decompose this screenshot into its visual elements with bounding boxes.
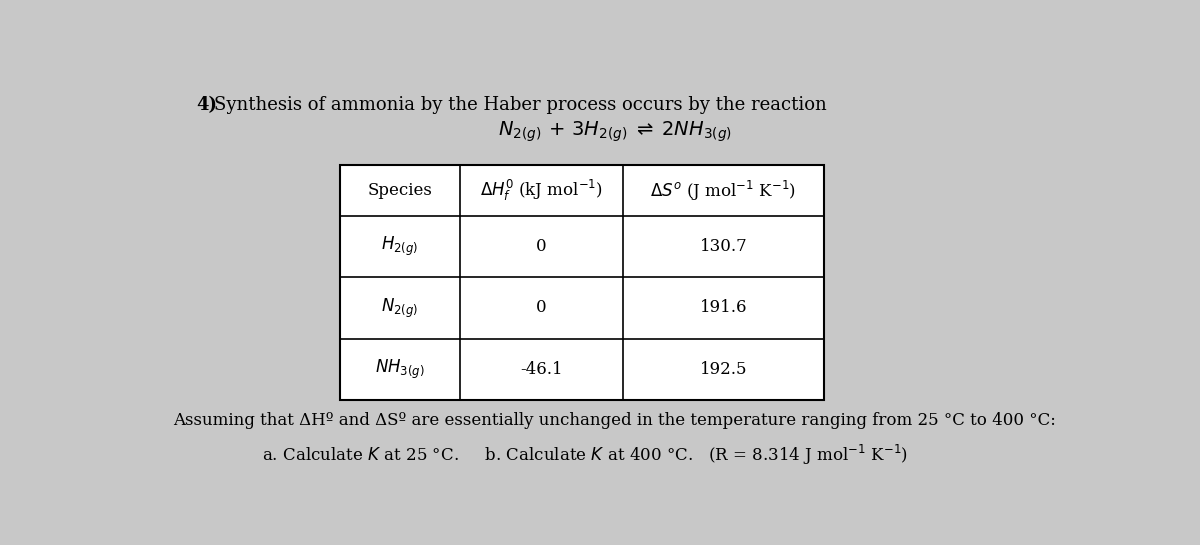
Text: $N_{2(g)}$$\,+\,3H_{2(g)}\;\rightleftharpoons\;2NH_{3(g)}$: $N_{2(g)}$$\,+\,3H_{2(g)}\;\rightlefthar… — [498, 119, 732, 144]
Text: $NH_{3(g)}$: $NH_{3(g)}$ — [376, 358, 425, 381]
Text: Synthesis of ammonia by the Haber process occurs by the reaction: Synthesis of ammonia by the Haber proces… — [214, 96, 827, 114]
Text: 191.6: 191.6 — [700, 299, 748, 317]
Text: $\Delta H^0_f$ (kJ mol$^{-1}$): $\Delta H^0_f$ (kJ mol$^{-1}$) — [480, 178, 602, 203]
Text: Species: Species — [367, 182, 432, 199]
Text: $N_{2(g)}$: $N_{2(g)}$ — [382, 296, 419, 319]
Text: a. Calculate $K$ at 25 °C.     b. Calculate $K$ at 400 °C.   (R = 8.314 J mol$^{: a. Calculate $K$ at 25 °C. b. Calculate … — [263, 443, 908, 467]
Text: Assuming that ΔHº and ΔSº are essentially unchanged in the temperature ranging f: Assuming that ΔHº and ΔSº are essentiall… — [173, 412, 1056, 429]
Text: $\Delta S^o$ (J mol$^{-1}$ K$^{-1}$): $\Delta S^o$ (J mol$^{-1}$ K$^{-1}$) — [650, 178, 797, 203]
Text: $H_{2(g)}$: $H_{2(g)}$ — [382, 235, 419, 258]
Text: 0: 0 — [536, 299, 547, 317]
Text: -46.1: -46.1 — [520, 361, 563, 378]
Text: 130.7: 130.7 — [700, 238, 748, 255]
Bar — [340, 166, 824, 401]
Text: 192.5: 192.5 — [700, 361, 748, 378]
Text: 0: 0 — [536, 238, 547, 255]
Text: 4): 4) — [197, 96, 217, 114]
